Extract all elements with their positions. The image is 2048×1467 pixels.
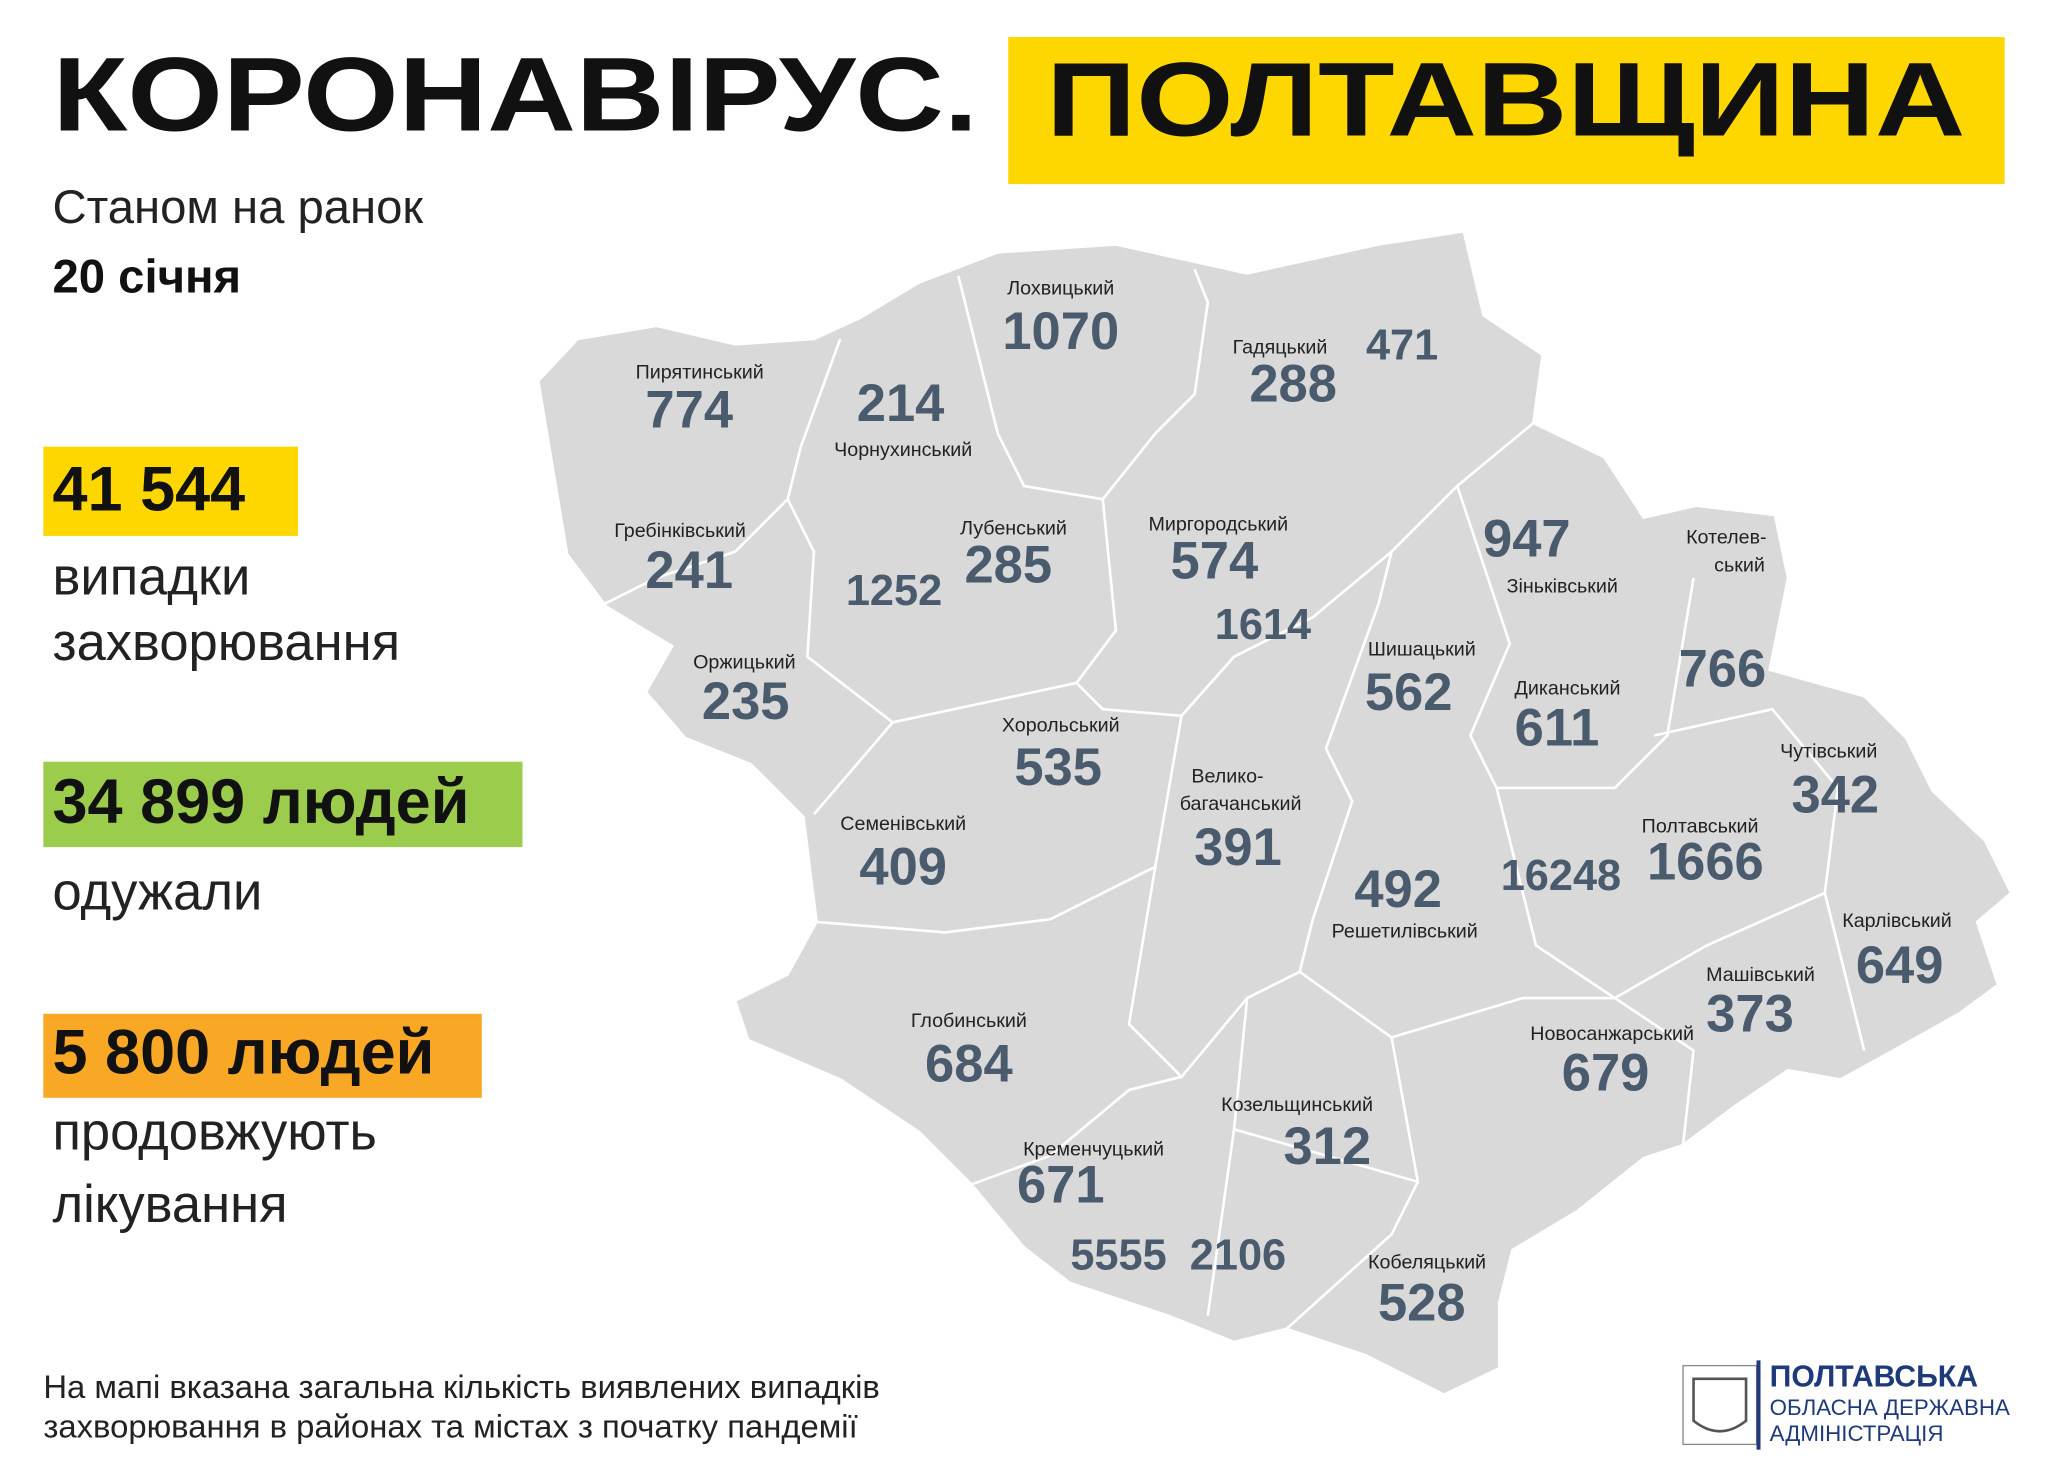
border [603,498,789,606]
district-value: 947 [1483,509,1571,568]
border [1653,707,1866,1051]
logo-divider [1756,1360,1761,1450]
stat-label: захворювання [53,613,401,672]
district-value: 471 [1366,322,1438,370]
district-name: Карлівський [1842,910,1952,932]
district-value: 766 [1679,639,1767,698]
district-name: Лохвицький [1007,277,1114,299]
district-name: Шишацький [1368,638,1476,660]
district-name: Пирятинський [636,361,764,383]
district-name: ський [1714,554,1765,576]
logo-line: АДМІНІСТРАЦІЯ [1770,1421,1944,1446]
district-value: 235 [702,672,790,731]
district-value: 774 [645,381,733,440]
district-name: Кобеляцький [1368,1251,1486,1273]
district-name: Чутівський [1780,741,1877,763]
district-value: 312 [1283,1117,1371,1176]
district-value: 288 [1249,354,1337,413]
district-value: 391 [1194,818,1282,877]
district-name: багачанський [1180,793,1302,815]
district-name: Миргородський [1148,514,1288,536]
district-name: Котелев- [1686,527,1767,549]
district-value: 1252 [846,567,942,615]
district-name: Чорнухинський [834,439,972,461]
stat-value: 5 800 людей [53,1018,435,1088]
district-value: 679 [1562,1044,1650,1103]
district-name: Хорольський [1002,714,1120,736]
district-value: 684 [925,1034,1013,1093]
border [957,268,1210,501]
date: 20 січня [53,250,242,303]
district-name: Диканський [1515,678,1621,700]
district-name: Машівський [1706,964,1815,986]
footnote: На мапі вказана загальна кількість виявл… [43,1368,879,1405]
district-name: Решетилівський [1332,921,1478,943]
district-name: Лубенський [960,518,1067,540]
district-name: Семенівський [840,813,966,835]
district-value: 574 [1171,532,1259,591]
district-name: Козельщинський [1221,1094,1373,1116]
stat-box [43,761,523,848]
border [816,715,1183,934]
border [892,681,1077,724]
stat-label: продовжують [53,1103,377,1162]
district-name: Гребінківський [614,520,746,542]
district-value: 214 [857,374,945,433]
district-value: 1070 [1002,302,1119,361]
region-outline [536,229,2013,1396]
district-borders [603,268,1866,1330]
border [1074,422,1535,718]
district-name: Полтавський [1642,816,1759,838]
district-value: 409 [859,838,947,897]
district-value: 373 [1706,985,1794,1044]
district-value: 535 [1014,738,1102,797]
border [971,1075,1182,1186]
logo-shield [1692,1377,1748,1433]
district-value: 16248 [1501,852,1621,900]
district-value: 611 [1515,698,1600,757]
district-value: 5555 [1070,1231,1166,1279]
district-value: 342 [1792,765,1880,824]
title-highlight: ПОЛТАВЩИНА [1046,42,1965,159]
logo-line: ОБЛАСНА ДЕРЖАВНА [1770,1395,2010,1420]
district-value: 492 [1354,860,1442,919]
district-name: Гадяцький [1233,336,1328,358]
district-name: Оржицький [693,651,796,673]
district-value: 2106 [1190,1231,1286,1279]
district-name: Велико- [1191,766,1263,788]
district-value: 1666 [1647,832,1764,891]
district-value: 649 [1856,936,1944,995]
stat-label: лікування [53,1175,288,1234]
subtitle: Станом на ранок [53,181,424,234]
stat-box [43,446,299,536]
district-value: 1614 [1215,601,1311,649]
border [1206,997,1420,1330]
stat-label: випадки [53,547,251,606]
title-highlight-box [1008,37,2005,185]
stat-box [43,1013,482,1098]
district-value: 562 [1365,663,1453,722]
stat-value: 41 544 [53,455,246,525]
stat-label: одужали [53,863,263,922]
logo-title: ПОЛТАВСЬКА [1770,1361,1978,1394]
footnote: захворювання в районах та містах з почат… [43,1407,857,1444]
border [1391,996,1695,1146]
district-name: Глобинський [911,1010,1027,1032]
title: КОРОНАВІРУС. [53,36,979,153]
district-value: 241 [645,541,733,600]
district-name: Новосанжарський [1530,1023,1694,1045]
district-value: 528 [1378,1273,1466,1332]
district-name: Кременчуцький [1023,1139,1164,1161]
district-value: 285 [964,536,1052,595]
logo: ПОЛТАВСЬКА ОБЛАСНА ДЕРЖАВНА АДМІНІСТРАЦІ… [1682,1360,2010,1450]
district-value: 671 [1017,1155,1105,1214]
district-name: Зіньківський [1507,575,1618,597]
stat-value: 34 899 людей [53,767,470,837]
